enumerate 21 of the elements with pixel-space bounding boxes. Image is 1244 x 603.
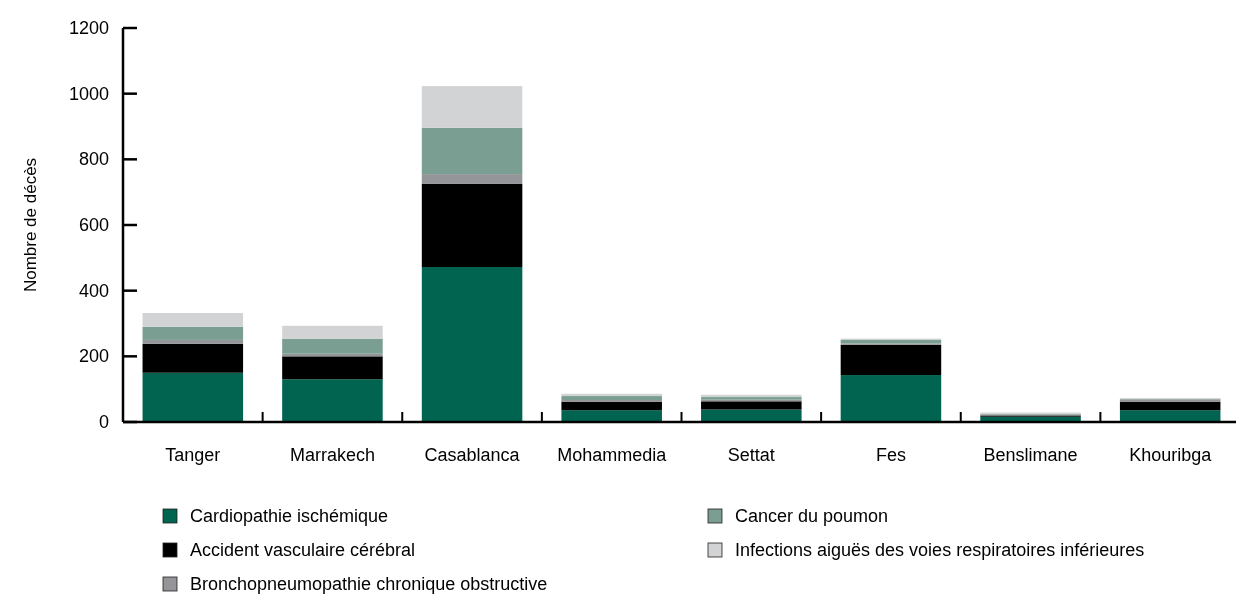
x-tick-label: Benslimane <box>983 445 1078 465</box>
legend-label: Cancer du poumon <box>735 506 889 526</box>
y-tick-label: 1000 <box>68 83 109 104</box>
y-tick-label: 400 <box>78 280 109 301</box>
x-tick-label: Mohammedia <box>557 445 668 465</box>
y-axis-title: Nombre de décès <box>21 157 40 293</box>
x-tick-label: Casablanca <box>424 445 521 465</box>
x-tick-label: Marrakech <box>289 445 375 465</box>
legend-label: Infections aiguës des voies respiratoires inférieures <box>735 540 1145 560</box>
legend-label: Bronchopneumopathie chronique obstructive <box>190 574 548 594</box>
y-tick-label: 800 <box>78 149 109 170</box>
y-tick-label: 200 <box>78 346 109 367</box>
x-tick-label: Fes <box>875 445 906 465</box>
y-tick-label: 600 <box>78 215 109 235</box>
y-tick-label: 0 <box>98 412 109 432</box>
y-tick-label: 1200 <box>68 18 109 38</box>
legend-label: Cardiopathie ischémique <box>190 506 389 526</box>
x-tick-label: Khouribga <box>1129 445 1213 465</box>
legend-label: Accident vasculaire cérébral <box>190 540 416 560</box>
x-tick-label: Tanger <box>165 445 221 465</box>
x-tick-label: Settat <box>727 445 775 465</box>
